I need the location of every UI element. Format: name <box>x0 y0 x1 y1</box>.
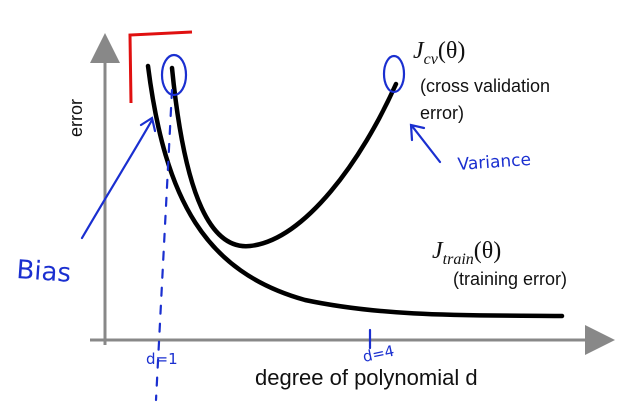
circle-low-d <box>160 53 188 97</box>
train-symbol: J <box>432 238 444 264</box>
circle-high-d <box>382 54 406 94</box>
train-description: (training error) <box>453 269 567 289</box>
cv-description-2: error) <box>420 103 464 123</box>
y-axis-label: error <box>66 99 86 137</box>
cv-description-1: (cross validation <box>420 76 550 96</box>
train-argument: (θ) <box>474 238 501 264</box>
cv-argument: (θ) <box>438 38 465 64</box>
x-axis-label: degree of polynomial d <box>255 365 478 390</box>
cv-subscript: cv <box>424 51 439 68</box>
variance-arrow <box>409 123 442 164</box>
train-subscript: train <box>443 251 474 268</box>
cv-curve <box>169 65 399 249</box>
cv-symbol: J <box>413 38 425 64</box>
variance-note: Variance <box>457 150 532 175</box>
bias-arrow <box>80 116 157 240</box>
cv-label: Jcv(θ) <box>413 38 465 68</box>
bias-note: Bias <box>16 255 73 289</box>
train-curve <box>145 63 565 319</box>
red-bracket <box>128 30 193 104</box>
d1-note: d=1 <box>146 350 178 368</box>
d1-dashed-line <box>154 88 174 402</box>
d4-note: d=4 <box>361 342 396 366</box>
train-label: Jtrain(θ) <box>432 238 501 268</box>
